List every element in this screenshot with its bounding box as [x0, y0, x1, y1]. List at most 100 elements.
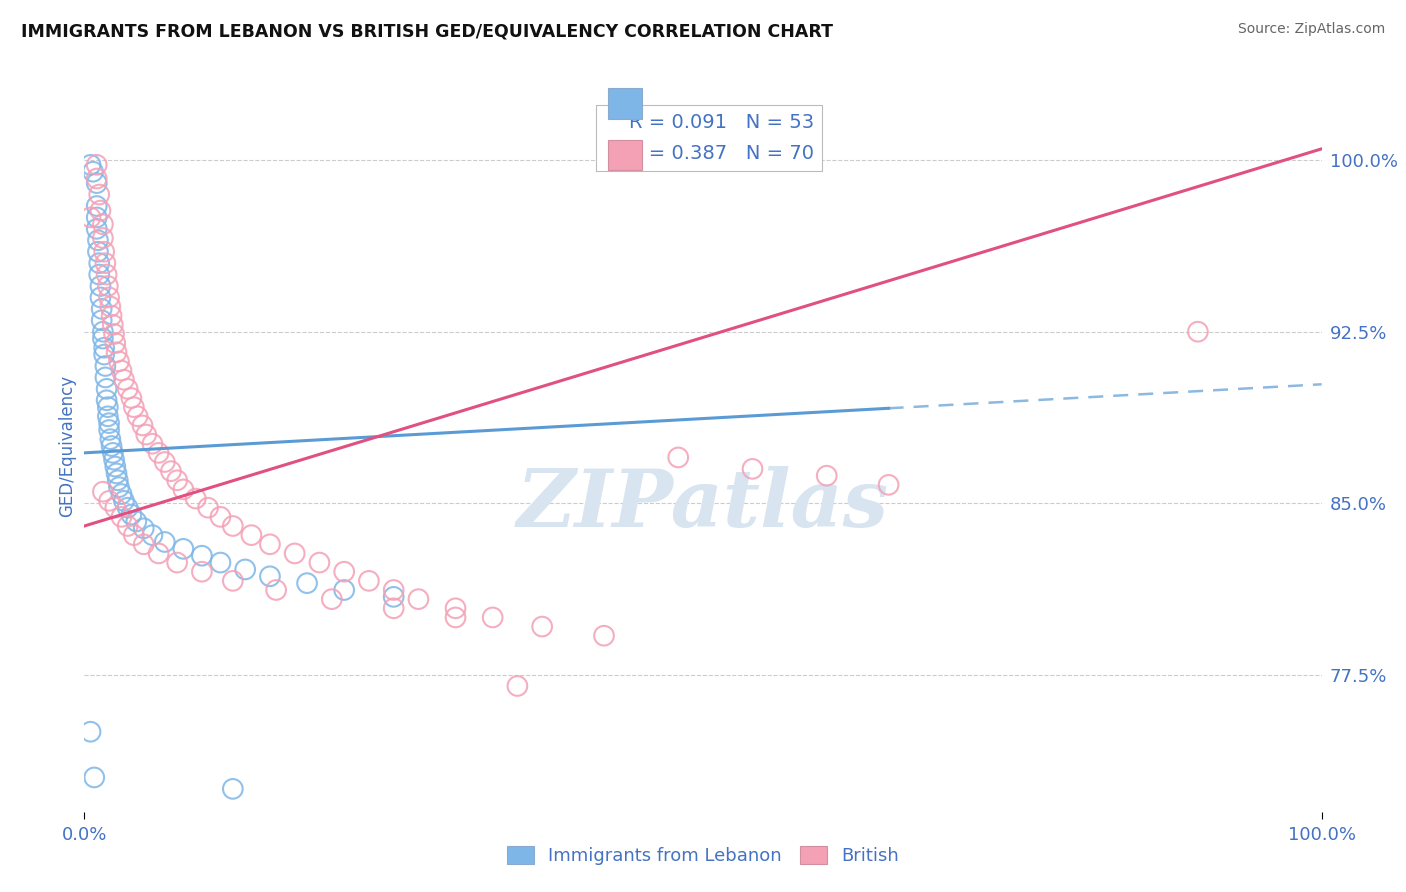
Point: [103, 452, 125, 467]
Bar: [607, 139, 643, 170]
Point: [122, 528, 145, 542]
Point: [172, 541, 194, 556]
Point: [105, 467, 128, 481]
Point: [98, 432, 121, 446]
Point: [141, 528, 163, 542]
Point: [166, 556, 188, 570]
Point: [112, 493, 135, 508]
Point: [110, 487, 132, 501]
Point: [89, 268, 111, 282]
Point: [100, 439, 122, 453]
Point: [103, 326, 125, 341]
Point: [97, 409, 120, 424]
Point: [382, 582, 405, 597]
Point: [172, 483, 194, 497]
Point: [141, 436, 163, 450]
Point: [89, 290, 111, 304]
Point: [444, 601, 467, 615]
Point: [96, 268, 118, 282]
Point: [122, 400, 145, 414]
Point: [333, 582, 356, 597]
Point: [90, 313, 112, 327]
Point: [100, 309, 122, 323]
Point: [101, 318, 124, 332]
Point: [89, 187, 111, 202]
Point: [209, 556, 232, 570]
Point: [94, 359, 117, 373]
Point: [83, 771, 105, 785]
Point: [104, 459, 127, 474]
Point: [284, 546, 307, 560]
Point: [112, 373, 135, 387]
Point: [98, 290, 121, 304]
Point: [481, 610, 503, 624]
Point: [259, 537, 281, 551]
Point: [125, 515, 148, 529]
Point: [184, 491, 207, 506]
Point: [264, 582, 287, 597]
Point: [308, 556, 330, 570]
Point: [97, 279, 120, 293]
Point: [222, 781, 245, 796]
Point: [79, 211, 101, 225]
Point: [120, 391, 142, 405]
Point: [117, 500, 139, 515]
Point: [222, 574, 245, 588]
Point: [166, 473, 188, 487]
Point: [90, 301, 112, 316]
Point: [666, 450, 689, 465]
Point: [333, 565, 356, 579]
Bar: [607, 88, 643, 119]
Point: [105, 345, 128, 359]
Point: [259, 569, 281, 583]
Point: [108, 480, 131, 494]
Point: [877, 478, 900, 492]
Point: [93, 244, 115, 259]
Point: [191, 565, 214, 579]
Point: [357, 574, 380, 588]
Point: [741, 462, 763, 476]
Point: [86, 222, 108, 236]
Point: [321, 592, 343, 607]
Point: [209, 509, 232, 524]
Point: [98, 300, 121, 314]
Point: [148, 546, 170, 560]
Point: [94, 370, 117, 384]
Point: [197, 500, 219, 515]
Point: [104, 500, 127, 515]
Point: [86, 171, 108, 186]
Point: [191, 549, 214, 563]
Point: [91, 217, 114, 231]
Text: IMMIGRANTS FROM LEBANON VS BRITISH GED/EQUIVALENCY CORRELATION CHART: IMMIGRANTS FROM LEBANON VS BRITISH GED/E…: [21, 22, 834, 40]
Point: [93, 341, 115, 355]
Point: [153, 535, 176, 549]
Point: [87, 244, 110, 259]
Point: [1187, 325, 1209, 339]
Point: [382, 601, 405, 615]
Point: [86, 199, 108, 213]
Point: [127, 409, 149, 424]
Point: [240, 528, 263, 542]
Point: [408, 592, 430, 607]
Point: [98, 423, 121, 437]
Point: [132, 521, 155, 535]
Point: [79, 158, 101, 172]
Point: [107, 473, 129, 487]
Point: [98, 416, 121, 430]
Point: [120, 508, 142, 522]
Point: [148, 446, 170, 460]
Point: [132, 537, 155, 551]
Point: [86, 211, 108, 225]
Point: [108, 354, 131, 368]
Point: [82, 164, 104, 178]
Point: [96, 393, 118, 408]
Point: [233, 562, 256, 576]
Point: [89, 203, 111, 218]
Point: [86, 158, 108, 172]
Point: [96, 382, 118, 396]
Text: Source: ZipAtlas.com: Source: ZipAtlas.com: [1237, 22, 1385, 37]
Point: [531, 619, 554, 633]
Point: [135, 427, 157, 442]
Point: [506, 679, 529, 693]
Y-axis label: GED/Equivalency: GED/Equivalency: [58, 375, 76, 517]
